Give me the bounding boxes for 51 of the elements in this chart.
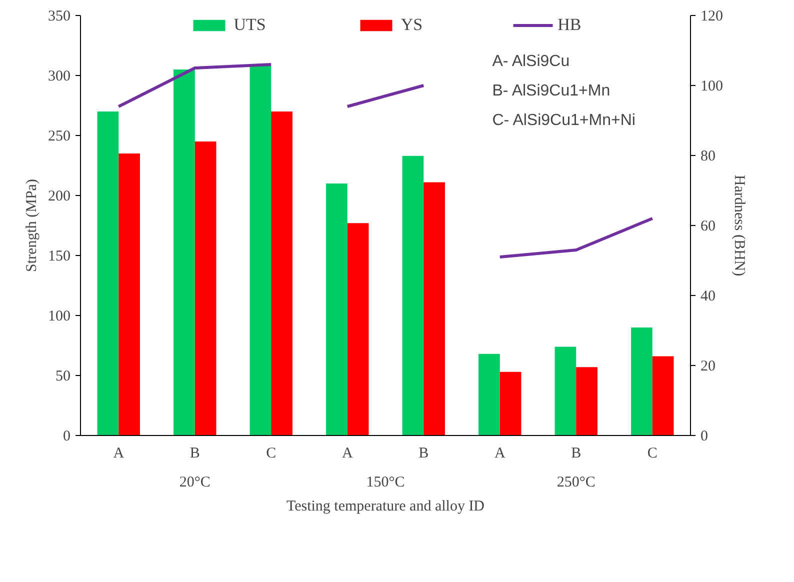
y-tick-label: 0 [63, 428, 70, 444]
y-tick-label: 150 [48, 248, 70, 264]
bar [118, 154, 140, 436]
bar [500, 372, 522, 436]
y2-tick-label: 80 [700, 148, 716, 164]
x-tick-label: C [266, 446, 276, 462]
x-tick-label: B [418, 446, 429, 462]
x-tick-label: C [647, 446, 658, 462]
y2-tick-label: 60 [700, 218, 716, 234]
bar [174, 70, 195, 436]
bar [478, 354, 500, 436]
bar [652, 356, 674, 436]
y-tick-label: 350 [48, 8, 70, 24]
x-axis-title: Testing temperature and alloy ID [286, 498, 485, 514]
y-tick-label: 100 [48, 308, 70, 324]
y2-tick-label: 100 [700, 78, 723, 94]
x-tick-label: A [113, 446, 124, 462]
y2-tick-label: 20 [700, 358, 716, 374]
bar [326, 184, 348, 436]
bar [97, 112, 119, 436]
bar [554, 346, 576, 436]
y-tick-label: 250 [48, 128, 70, 144]
x-tick-label: B [571, 446, 582, 462]
x-tick-label: A [342, 446, 353, 462]
bar [347, 223, 369, 436]
annotation: C- AlSi9Cu1+Mn+Ni [492, 112, 636, 129]
y-tick-label: 300 [48, 68, 70, 84]
y-tick-label: 200 [48, 188, 70, 204]
annotation: A- AlSi9Cu [492, 53, 570, 70]
legend-label: UTS [234, 15, 266, 35]
y-axis-title: Strength (MPa) [24, 179, 40, 272]
y2-tick-label: 120 [700, 8, 723, 24]
bar [631, 328, 652, 436]
bar [576, 367, 598, 436]
bar [194, 142, 216, 436]
x-tick-label: A [494, 446, 506, 462]
bar [402, 156, 424, 436]
legend-label: YS [400, 15, 423, 35]
y-tick-label: 50 [56, 368, 70, 384]
legend-label: HB [558, 15, 582, 35]
bar [250, 66, 272, 436]
y2-axis-title: Hardness (BHN) [731, 174, 747, 276]
y2-tick-label: 0 [700, 428, 708, 444]
bar [271, 112, 292, 436]
text: 20°C [179, 474, 210, 490]
annotation: B- AlSi9Cu1+Mn [492, 82, 610, 100]
text: 150°C [366, 474, 405, 490]
y2-tick-label: 40 [700, 288, 716, 304]
text: 250°C [556, 474, 596, 490]
x-tick-label: B [190, 446, 200, 462]
bar [424, 182, 445, 436]
